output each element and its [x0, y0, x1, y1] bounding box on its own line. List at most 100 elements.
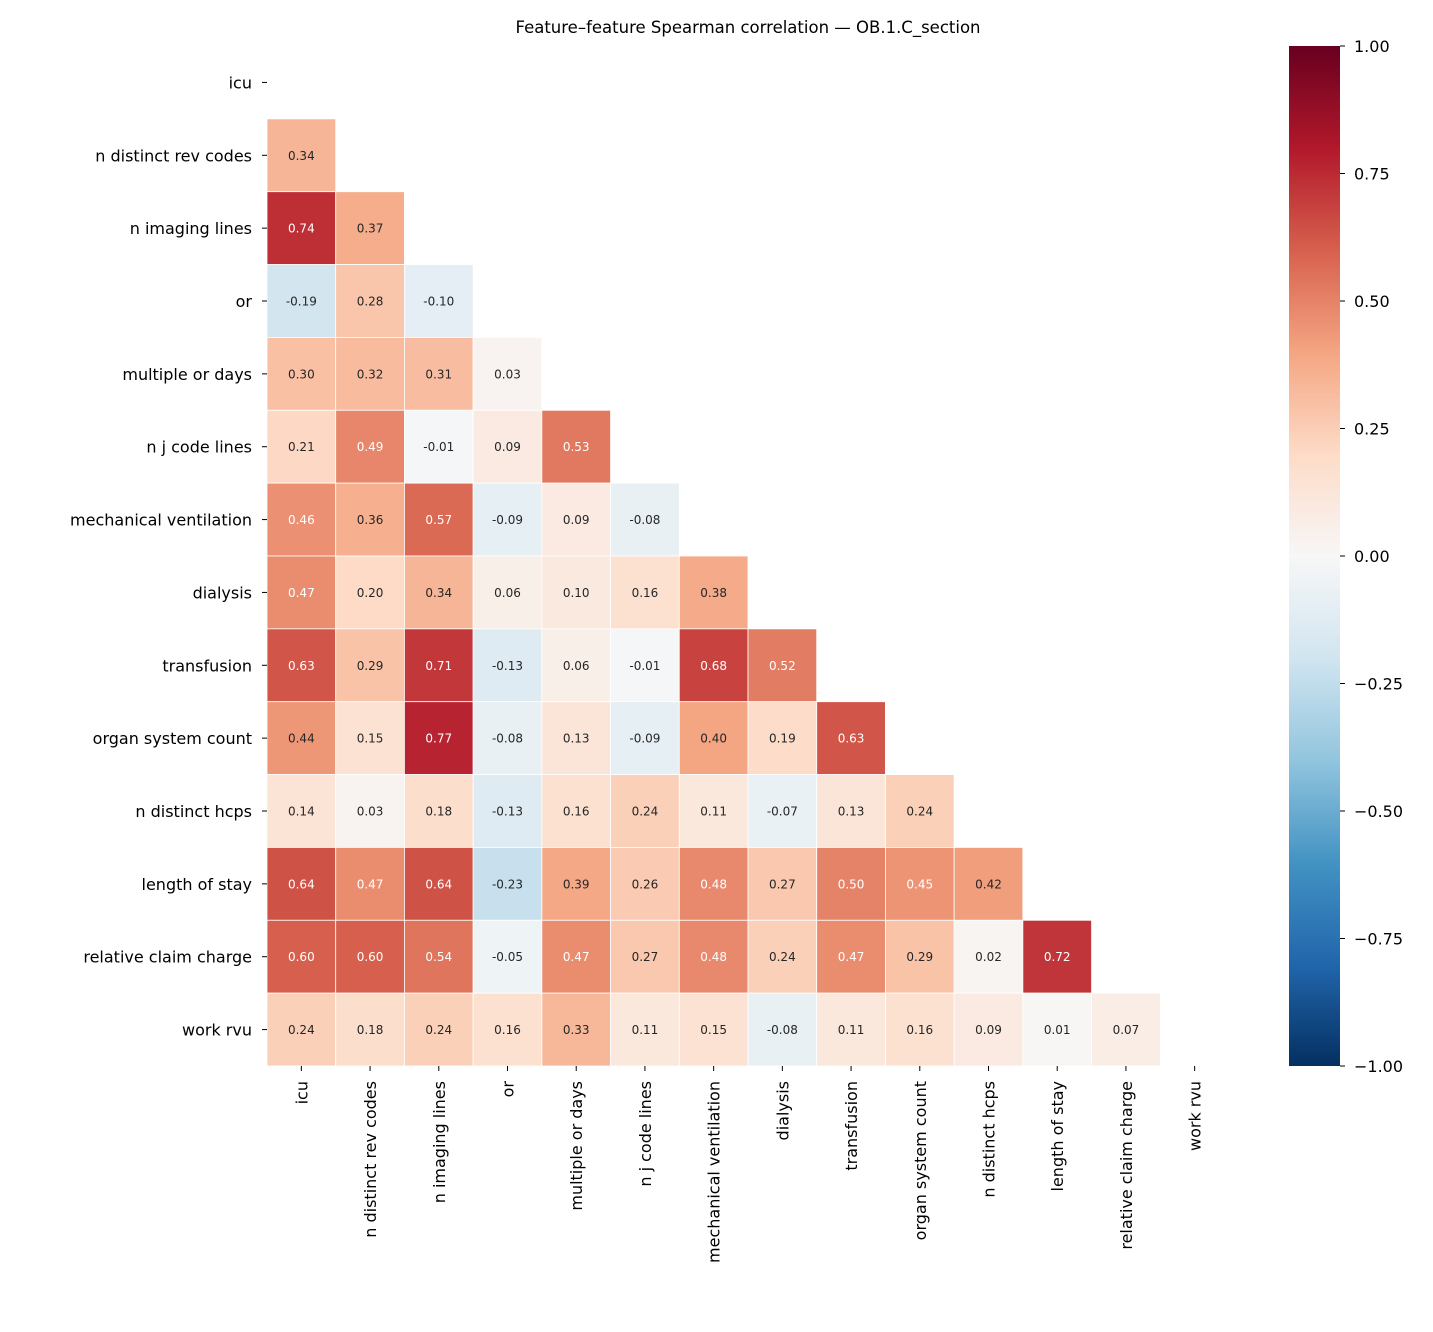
heatmap-cell [335, 409, 405, 484]
heatmap-cell [404, 774, 474, 848]
cell-value-label: 0.33 [563, 1023, 590, 1037]
cell-value-label: 0.20 [357, 586, 384, 600]
heatmap-cell [885, 919, 955, 994]
heatmap-cell [266, 701, 337, 775]
heatmap-cell [472, 919, 543, 994]
cell-value-label: 0.31 [425, 367, 452, 381]
heatmap-cell [404, 628, 474, 703]
heatmap-cell [472, 774, 543, 848]
cell-value-label: 0.29 [906, 950, 933, 964]
heatmap-cell [1022, 919, 1092, 994]
cell-value-label: 0.68 [700, 659, 727, 673]
cell-value-label: 0.11 [632, 1023, 659, 1037]
x-tick-label: work rvu [1186, 1081, 1205, 1151]
colorbar-tick-label: −1.00 [1354, 1057, 1403, 1076]
heatmap-cell [335, 482, 405, 557]
heatmap-cell [816, 701, 886, 775]
cell-value-label: 0.03 [357, 805, 384, 819]
heatmap-cell [747, 992, 818, 1067]
cell-value-label: 0.34 [288, 149, 315, 163]
cell-value-label: 0.24 [288, 1023, 315, 1037]
heatmap-cell [266, 992, 337, 1067]
heatmap-cell [678, 701, 749, 775]
heatmap-cell [816, 847, 886, 921]
cell-value-label: 0.48 [700, 950, 727, 964]
cell-value-label: -0.10 [423, 295, 454, 309]
cell-value-label: 0.64 [288, 877, 315, 891]
y-tick-label: multiple or days [122, 365, 252, 384]
cell-value-label: 0.47 [288, 586, 315, 600]
heatmap-cell [472, 555, 543, 630]
cell-value-label: 0.16 [632, 586, 659, 600]
y-tick-label: icu [229, 73, 252, 92]
heatmap-cell [885, 774, 955, 848]
x-tick-label: multiple or days [567, 1081, 586, 1211]
heatmap-cell [953, 992, 1024, 1067]
cell-value-label: 0.34 [425, 586, 452, 600]
heatmap-cell [610, 482, 680, 557]
cell-value-label: 0.40 [700, 732, 727, 746]
heatmap-cell [472, 701, 543, 775]
cell-value-label: 0.52 [769, 659, 796, 673]
x-tick-label: relative claim charge [1117, 1081, 1136, 1250]
cell-value-label: 0.06 [563, 659, 590, 673]
cell-value-label: 0.01 [1044, 1023, 1071, 1037]
cell-value-label: 0.72 [1044, 950, 1071, 964]
cell-value-label: -0.19 [286, 295, 317, 309]
x-axis-labels: icu n distinct rev codes n imaging lines or… [292, 1066, 1205, 1263]
cell-value-label: 0.54 [425, 950, 452, 964]
cell-value-label: 0.24 [632, 805, 659, 819]
y-tick-label: or [236, 292, 253, 311]
heatmap-cell [266, 919, 337, 994]
cell-value-label: 0.16 [906, 1023, 933, 1037]
cell-value-label: 0.36 [357, 513, 384, 527]
y-tick-label: n distinct hcps [135, 802, 252, 821]
cell-value-label: 0.37 [357, 222, 384, 236]
heatmap-cell [610, 992, 680, 1067]
cell-value-label: 0.60 [357, 950, 384, 964]
heatmap-cell [472, 482, 543, 557]
cell-value-label: 0.47 [838, 950, 865, 964]
cell-value-label: -0.08 [492, 732, 523, 746]
cell-value-label: -0.05 [492, 950, 523, 964]
colorbar-tick-label: −0.50 [1354, 802, 1403, 821]
heatmap-cell [404, 482, 474, 557]
colorbar-tick-label: 0.00 [1354, 547, 1390, 566]
heatmap-cell [541, 992, 611, 1067]
heatmap-cell [404, 701, 474, 775]
cell-value-label: 0.09 [494, 440, 521, 454]
cell-value-label: 0.71 [425, 659, 452, 673]
cell-value-label: 0.74 [288, 222, 315, 236]
cell-value-label: 0.46 [288, 513, 315, 527]
cell-value-label: 0.47 [357, 877, 384, 891]
heatmap-cell [266, 118, 337, 193]
y-tick-label: length of stay [142, 875, 252, 894]
heatmap-cell [472, 847, 543, 921]
cell-value-label: 0.64 [425, 877, 452, 891]
heatmap-cell [885, 992, 955, 1067]
heatmap-cell [404, 992, 474, 1067]
x-tick-label: or [499, 1081, 518, 1098]
cell-value-label: 0.32 [357, 367, 384, 381]
cell-value-label: 0.27 [769, 877, 796, 891]
cell-value-label: 0.11 [838, 1023, 865, 1037]
colorbar-tick-label: 0.50 [1354, 292, 1390, 311]
heatmap-cell [335, 264, 405, 338]
cell-value-label: 0.27 [632, 950, 659, 964]
heatmap-cell [472, 337, 543, 411]
cell-value-label: 0.13 [838, 805, 865, 819]
x-tick-label: length of stay [1048, 1081, 1067, 1191]
cell-value-label: 0.24 [769, 950, 796, 964]
heatmap-cell [404, 409, 474, 484]
heatmap-cell [541, 409, 611, 484]
cell-value-label: 0.60 [288, 950, 315, 964]
cell-value-label: 0.24 [906, 805, 933, 819]
heatmap-cell [678, 919, 749, 994]
colorbar-ticks: 1.00 0.75 0.50 0.25 0.00 −0.25 −0.50 −0.75 −1.00 [1340, 37, 1403, 1076]
cell-value-label: 0.03 [494, 367, 521, 381]
heatmap-cell [816, 992, 886, 1067]
cell-value-label: 0.15 [700, 1023, 727, 1037]
x-tick-label: n distinct hcps [980, 1081, 999, 1198]
heatmap-cell [816, 774, 886, 848]
heatmap-cell [610, 919, 680, 994]
